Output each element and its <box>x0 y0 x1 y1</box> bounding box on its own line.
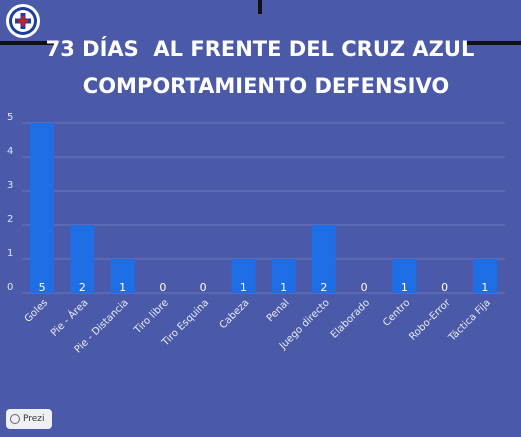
x-category-label: Penal <box>265 297 292 324</box>
x-category-label: Elaborado <box>329 297 372 340</box>
data-label: 1 <box>240 281 247 294</box>
data-label: 1 <box>280 281 287 294</box>
bar <box>311 225 336 293</box>
y-tick-label: 4 <box>7 146 13 157</box>
y-tick-label: 0 <box>7 282 13 293</box>
title-line-2: COMPORTAMIENTO DEFENSIVO <box>83 74 449 98</box>
data-label: 0 <box>361 281 368 294</box>
data-label: 1 <box>481 281 488 294</box>
data-label: 0 <box>159 281 166 294</box>
y-tick-label: 2 <box>7 214 13 225</box>
y-axis-ticks: 0 1 2 3 4 5 <box>7 112 13 293</box>
x-category-label: Tiro libre <box>132 297 171 336</box>
y-tick-label: 5 <box>7 112 13 123</box>
y-tick-label: 3 <box>7 180 13 191</box>
bar <box>30 123 55 293</box>
data-label: 2 <box>320 281 327 294</box>
bar <box>231 259 256 293</box>
x-category-label: Centro <box>381 297 412 328</box>
y-tick-label: 1 <box>7 248 13 259</box>
x-category-label: Táctica Fija <box>445 297 493 345</box>
data-label: 5 <box>39 281 46 294</box>
data-label: 0 <box>200 281 207 294</box>
bar <box>472 259 497 293</box>
bar <box>392 259 417 293</box>
bar <box>271 259 296 293</box>
cruz-azul-crest-icon <box>6 4 40 38</box>
x-category-label: Cabeza <box>218 297 252 331</box>
data-label: 2 <box>79 281 86 294</box>
x-category-label: Goles <box>23 297 51 325</box>
prezi-label: Prezi <box>23 414 45 424</box>
data-label: 1 <box>401 281 408 294</box>
grid-lines <box>22 122 505 294</box>
bar <box>110 259 135 293</box>
data-label: 1 <box>119 281 126 294</box>
prezi-icon <box>10 414 20 424</box>
title-line-1: 73 DÍAS AL FRENTE DEL CRUZ AZUL <box>46 36 475 61</box>
bar <box>70 225 95 293</box>
data-label: 0 <box>441 281 448 294</box>
bar-series <box>30 123 497 293</box>
prezi-button[interactable]: Prezi <box>6 409 52 429</box>
data-labels: 5 2 1 0 0 1 1 2 0 1 0 1 <box>39 281 489 294</box>
x-category-label: Pie - Área <box>48 296 91 339</box>
